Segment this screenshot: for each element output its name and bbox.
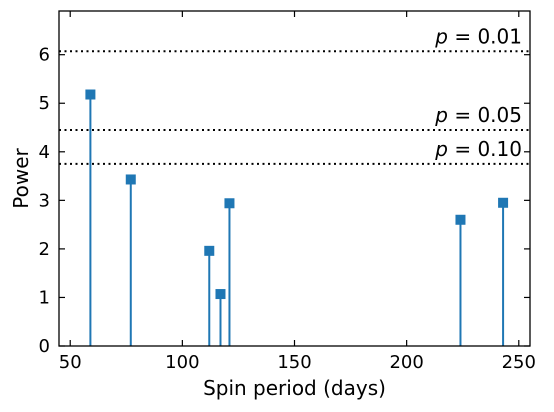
y-tick-label: 2 <box>39 239 50 260</box>
x-tick-label: 100 <box>165 352 199 373</box>
threshold-p-symbol: p <box>434 24 448 48</box>
threshold-label: p = 0.05 <box>434 103 522 127</box>
stem-marker <box>215 289 226 300</box>
y-tick-label: 3 <box>39 190 50 211</box>
threshold-p-symbol: p <box>434 137 448 161</box>
threshold-value: = 0.01 <box>448 24 522 48</box>
stem-marker <box>125 174 136 185</box>
stem-marker <box>204 245 215 256</box>
y-axis-ticks: 0 1 2 3 4 5 6 <box>39 45 530 357</box>
threshold-value: = 0.10 <box>448 137 522 161</box>
threshold-lines: p = 0.01p = 0.05p = 0.10 <box>59 24 530 165</box>
x-tick-label: 150 <box>277 352 311 373</box>
x-tick-label: 200 <box>389 352 423 373</box>
stem-series <box>85 89 509 346</box>
threshold-label: p = 0.10 <box>434 137 522 161</box>
x-axis-label: Spin period (days) <box>203 376 386 400</box>
threshold-value: = 0.05 <box>448 103 522 127</box>
stem-marker <box>224 198 235 209</box>
y-axis-label: Power <box>9 147 33 208</box>
stem-marker <box>455 214 466 225</box>
y-tick-label: 1 <box>39 287 50 308</box>
stem-marker <box>85 89 96 100</box>
y-tick-label: 0 <box>39 336 50 357</box>
x-axis-ticks: 50 100 150 200 250 <box>59 11 536 373</box>
threshold-p-symbol: p <box>434 103 448 127</box>
x-tick-label: 50 <box>59 352 82 373</box>
y-tick-label: 4 <box>39 142 50 163</box>
stem-marker <box>498 197 509 208</box>
y-tick-label: 6 <box>39 45 50 66</box>
y-tick-label: 5 <box>39 93 50 114</box>
threshold-label: p = 0.01 <box>434 24 522 48</box>
x-tick-label: 250 <box>502 352 536 373</box>
